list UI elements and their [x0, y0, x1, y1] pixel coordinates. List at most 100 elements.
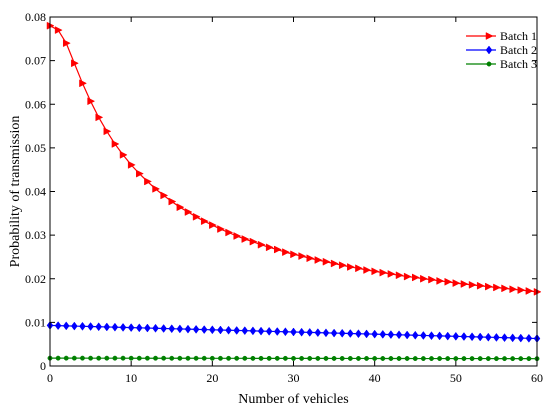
data-point [307, 355, 313, 361]
data-point [387, 330, 395, 340]
data-point [258, 355, 264, 361]
data-point [112, 355, 118, 361]
data-point [193, 355, 199, 361]
series-1 [46, 21, 542, 296]
data-point [363, 329, 370, 339]
data-point [372, 356, 378, 361]
data-point [218, 355, 223, 361]
data-point [429, 356, 434, 361]
data-point [501, 284, 510, 293]
data-point [493, 283, 501, 292]
data-point [412, 273, 420, 282]
data-point [460, 280, 469, 288]
data-point [510, 356, 516, 362]
data-point [306, 254, 315, 263]
data-point [379, 268, 388, 277]
plot-frame [49, 16, 538, 367]
data-point [526, 356, 532, 362]
data-point [200, 325, 208, 334]
data-point [71, 59, 79, 68]
data-point [445, 356, 451, 361]
data-point [444, 331, 452, 341]
data-point [403, 330, 411, 340]
y-tick-label: 0.05 [25, 141, 46, 155]
data-point [119, 322, 127, 332]
series-line [49, 25, 538, 293]
data-point [201, 355, 207, 361]
series-3 [47, 355, 540, 362]
data-point [88, 355, 94, 361]
data-point [517, 286, 526, 294]
data-point [477, 356, 483, 362]
legend-marker [486, 61, 492, 67]
data-point [242, 355, 248, 361]
data-point [453, 356, 459, 362]
data-point [485, 356, 491, 362]
data-point [322, 257, 331, 266]
data-point [250, 355, 256, 361]
data-point [249, 326, 257, 336]
data-point [192, 324, 200, 334]
data-point [241, 235, 250, 243]
data-point [436, 331, 443, 341]
data-point [323, 355, 329, 361]
data-point [364, 356, 369, 361]
x-tick-label: 0 [47, 371, 53, 385]
data-point [128, 355, 134, 361]
data-point [226, 355, 232, 361]
data-point [428, 275, 437, 284]
data-point [395, 330, 403, 340]
data-point [347, 263, 355, 271]
data-point [71, 321, 78, 331]
x-axis-label: Number of vehicles [238, 392, 348, 407]
data-point [282, 327, 289, 337]
x-tick-label: 50 [450, 371, 462, 385]
data-point [95, 113, 104, 122]
data-point [161, 355, 167, 361]
data-point [485, 282, 493, 291]
data-point [274, 355, 280, 361]
data-point [234, 355, 240, 361]
data-point [153, 355, 158, 361]
data-point [62, 39, 71, 48]
data-point [395, 271, 404, 280]
data-point [80, 355, 85, 361]
data-point [282, 355, 288, 361]
y-axis: 0 0.01 0.02 0.03 0.04 0.05 0.06 0.07 0.08 [25, 10, 537, 373]
data-point [169, 355, 175, 361]
data-point [184, 208, 193, 216]
data-point [411, 330, 419, 340]
legend-label: Batch 2 [500, 43, 537, 57]
y-axis-label: Probability of transmission [8, 116, 23, 268]
data-point [468, 332, 476, 342]
data-point [225, 228, 234, 237]
data-point [428, 331, 435, 341]
data-point [136, 355, 142, 361]
legend-marker [485, 45, 493, 55]
data-point [338, 261, 347, 270]
data-point [460, 332, 468, 341]
data-point [257, 240, 266, 249]
data-point [225, 325, 232, 335]
data-point [363, 266, 372, 274]
data-point [127, 323, 135, 333]
x-axis: 0 10 20 30 40 50 60 [47, 17, 543, 385]
data-point [136, 169, 144, 178]
x-tick-label: 20 [206, 371, 218, 385]
y-tick-label: 0.02 [25, 272, 46, 286]
data-point [502, 356, 507, 362]
data-point [355, 264, 363, 273]
data-point [291, 355, 296, 361]
data-point [517, 333, 525, 343]
data-point [290, 327, 297, 337]
data-point [290, 250, 299, 259]
data-point [103, 322, 111, 332]
data-point [355, 329, 362, 339]
data-point [95, 322, 103, 332]
data-point [249, 237, 258, 246]
data-point [87, 322, 94, 331]
y-tick-label: 0.06 [25, 97, 46, 111]
data-point [62, 321, 70, 331]
data-point [192, 212, 201, 221]
